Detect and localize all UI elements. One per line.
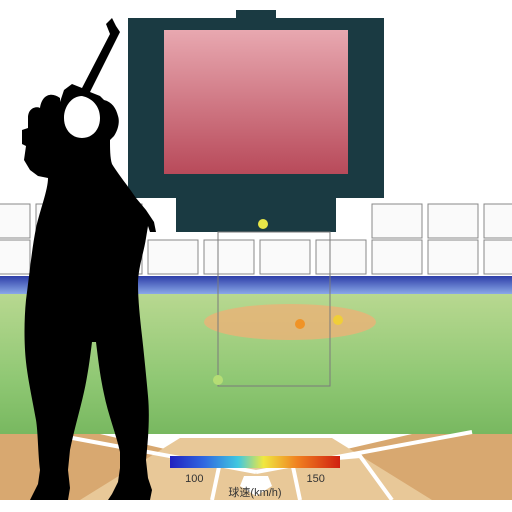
pitch-marker[interactable] [213, 375, 223, 385]
legend-tick: 150 [307, 473, 325, 485]
pitch-marker[interactable] [258, 219, 268, 229]
pitch-marker[interactable] [333, 315, 343, 325]
pitch-marker[interactable] [295, 319, 305, 329]
pitch-chart: 100 150 球速(km/h) [0, 0, 512, 512]
pitchers-mound [204, 304, 376, 340]
legend-label: 球速(km/h) [228, 485, 281, 499]
legend-tick: 100 [185, 473, 203, 485]
